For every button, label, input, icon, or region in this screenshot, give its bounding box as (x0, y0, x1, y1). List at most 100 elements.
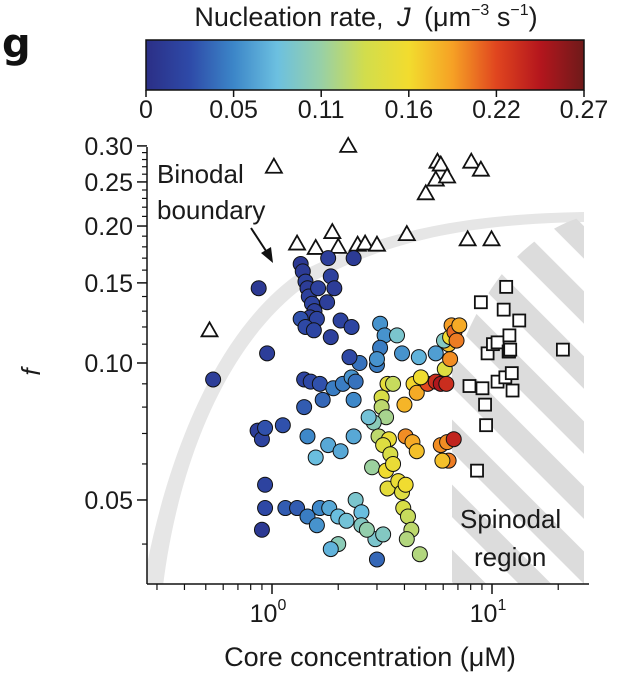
circle-marker (389, 327, 406, 344)
circle-marker (412, 369, 429, 386)
y-tick-label: 0.05 (84, 487, 133, 515)
circle-marker (360, 409, 377, 426)
circle-marker (375, 526, 392, 543)
binodal-label-line1: Binodal (157, 159, 244, 189)
circle-marker (307, 449, 324, 466)
colorbar-tick-label: 0 (139, 96, 153, 124)
circle-marker (205, 371, 222, 388)
circle-marker (289, 500, 306, 517)
square-marker (478, 397, 492, 412)
y-tick-label: 0.10 (84, 350, 133, 378)
circle-marker (368, 551, 385, 568)
circle-marker (296, 399, 313, 416)
triangle-marker (431, 154, 451, 172)
triangle-marker (461, 151, 481, 169)
circle-marker (396, 396, 413, 413)
square-marker (496, 302, 511, 317)
circle-marker (311, 375, 328, 392)
circle-marker (322, 541, 339, 558)
circle-marker (322, 329, 339, 346)
circle-marker (394, 345, 411, 362)
square-marker (512, 313, 527, 328)
square-marker (499, 279, 514, 294)
circle-marker (320, 250, 337, 267)
axes: 0.05 0.10 0.15 0.20 0.25 0.30 100 101 (84, 133, 589, 628)
circle-marker (385, 455, 402, 472)
y-tick-label: 0.15 (84, 270, 133, 298)
circle-marker (299, 428, 316, 445)
circle-marker (259, 345, 276, 362)
colorbar (145, 39, 585, 91)
square-marker (504, 366, 519, 381)
circle-marker (408, 384, 425, 401)
square-marker (475, 381, 490, 396)
circle-marker (257, 419, 274, 436)
triangle-marker (264, 156, 284, 174)
triangle-marker (481, 229, 502, 247)
square-marker (490, 335, 505, 350)
square-marker (503, 342, 518, 357)
triangle-marker (471, 159, 491, 177)
colorbar-tick-label: 0.11 (298, 96, 345, 124)
binodal-label-line2: boundary (157, 195, 265, 225)
triangle-marker (458, 229, 478, 247)
colorbar-tick-label: 0.22 (472, 96, 521, 124)
circle-marker (338, 512, 355, 529)
colorbar-tick-label: 0.27 (560, 96, 609, 124)
circle-marker (314, 391, 331, 408)
y-tick-label: 0.30 (84, 133, 133, 161)
triangle-marker (338, 136, 358, 153)
circle-marker (397, 476, 414, 493)
binodal-arrow (250, 227, 273, 263)
circle-marker (308, 517, 325, 534)
circle-marker (408, 443, 425, 460)
circle-marker (332, 443, 349, 460)
circle-marker (364, 459, 381, 476)
circle-marker (434, 452, 451, 469)
circle-marker (253, 521, 270, 538)
circle-marker (448, 332, 465, 349)
y-tick-label: 0.25 (84, 169, 133, 197)
y-axis-label: f (16, 366, 46, 376)
circle-marker (305, 322, 322, 339)
circle-marker (345, 428, 362, 445)
circle-marker (345, 391, 362, 408)
circle-marker (326, 280, 343, 297)
circle-marker (385, 375, 402, 392)
triangle-marker (328, 237, 348, 254)
square-marker (470, 463, 484, 478)
circle-marker (319, 294, 336, 311)
circle-marker (347, 373, 364, 390)
triangle-marker (397, 224, 417, 241)
circle-marker (343, 318, 360, 335)
x-tick-label: 100 (250, 597, 287, 628)
triangle-marker (355, 233, 375, 251)
square-marker (473, 295, 488, 310)
circle-marker (368, 351, 385, 368)
triangle-marker (322, 222, 342, 239)
circle-marker (358, 521, 375, 538)
spinodal-label-line2: region (474, 542, 546, 572)
square-marker (505, 383, 520, 398)
square-marker (502, 328, 517, 343)
circle-marker (257, 476, 274, 493)
circle-marker (345, 250, 362, 267)
circle-marker (410, 349, 427, 366)
circle-marker (445, 431, 462, 448)
circle-marker (438, 375, 455, 392)
triangle-marker (437, 166, 457, 184)
square-marker (479, 418, 493, 433)
spinodal-label-line1: Spinodal (460, 504, 561, 534)
circle-marker (451, 317, 468, 334)
square-marker (462, 379, 477, 393)
triangle-marker (287, 233, 307, 251)
circle-marker (427, 345, 444, 362)
circle-marker (274, 417, 291, 434)
circle-marker (310, 280, 327, 297)
triangle-marker (199, 320, 220, 338)
triangle-marker (367, 234, 387, 252)
circle-marker (442, 351, 459, 368)
colorbar-tick-label: 0.16 (384, 96, 433, 124)
square-marker (555, 342, 570, 357)
